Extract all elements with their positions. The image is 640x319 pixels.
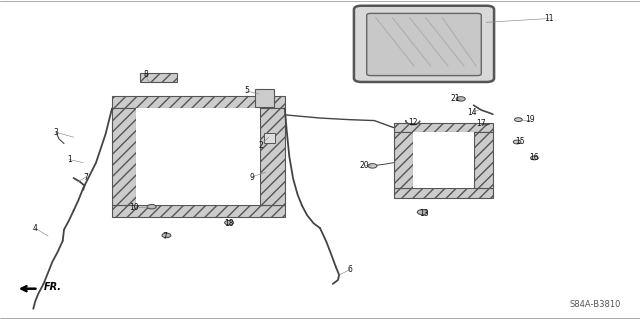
Bar [112,108,136,205]
Bar [136,108,260,205]
Text: FR.: FR. [44,282,61,292]
Circle shape [513,140,521,144]
Circle shape [147,204,156,209]
Text: 11: 11 [545,14,554,23]
Circle shape [162,233,171,238]
Circle shape [225,220,234,225]
Text: 6: 6 [348,265,353,274]
Text: S84A-B3810: S84A-B3810 [570,300,621,309]
Bar [260,108,285,205]
Text: 12: 12 [408,118,417,127]
Bar [394,123,493,132]
Text: 7: 7 [163,232,168,241]
Circle shape [417,210,428,215]
Text: 2: 2 [258,141,263,150]
Text: 20: 20 [360,161,370,170]
Text: 5: 5 [244,86,249,95]
Text: 13: 13 [419,209,429,218]
Bar [255,89,274,107]
Bar [112,96,285,108]
Text: 8: 8 [143,70,148,79]
FancyBboxPatch shape [354,6,494,82]
Text: 16: 16 [529,153,540,162]
Text: 7: 7 [83,173,88,182]
Text: 10: 10 [129,203,140,212]
Text: 19: 19 [525,115,535,124]
Bar [394,188,493,198]
Bar [140,73,177,82]
Text: 3: 3 [54,128,59,137]
Text: 18: 18 [225,219,234,228]
Bar [474,132,493,188]
Text: 15: 15 [515,137,525,146]
Circle shape [456,97,465,101]
Bar [413,132,474,188]
Text: 21: 21 [451,94,460,103]
Text: 17: 17 [476,119,486,128]
Circle shape [515,118,522,122]
Bar [112,205,285,217]
Text: 1: 1 [67,155,72,164]
Bar [264,133,275,143]
FancyBboxPatch shape [367,13,481,76]
Text: 14: 14 [467,108,477,117]
Text: 9: 9 [249,173,254,182]
Text: 4: 4 [33,224,38,233]
Bar [394,132,413,188]
Circle shape [368,164,377,168]
Circle shape [531,156,538,160]
